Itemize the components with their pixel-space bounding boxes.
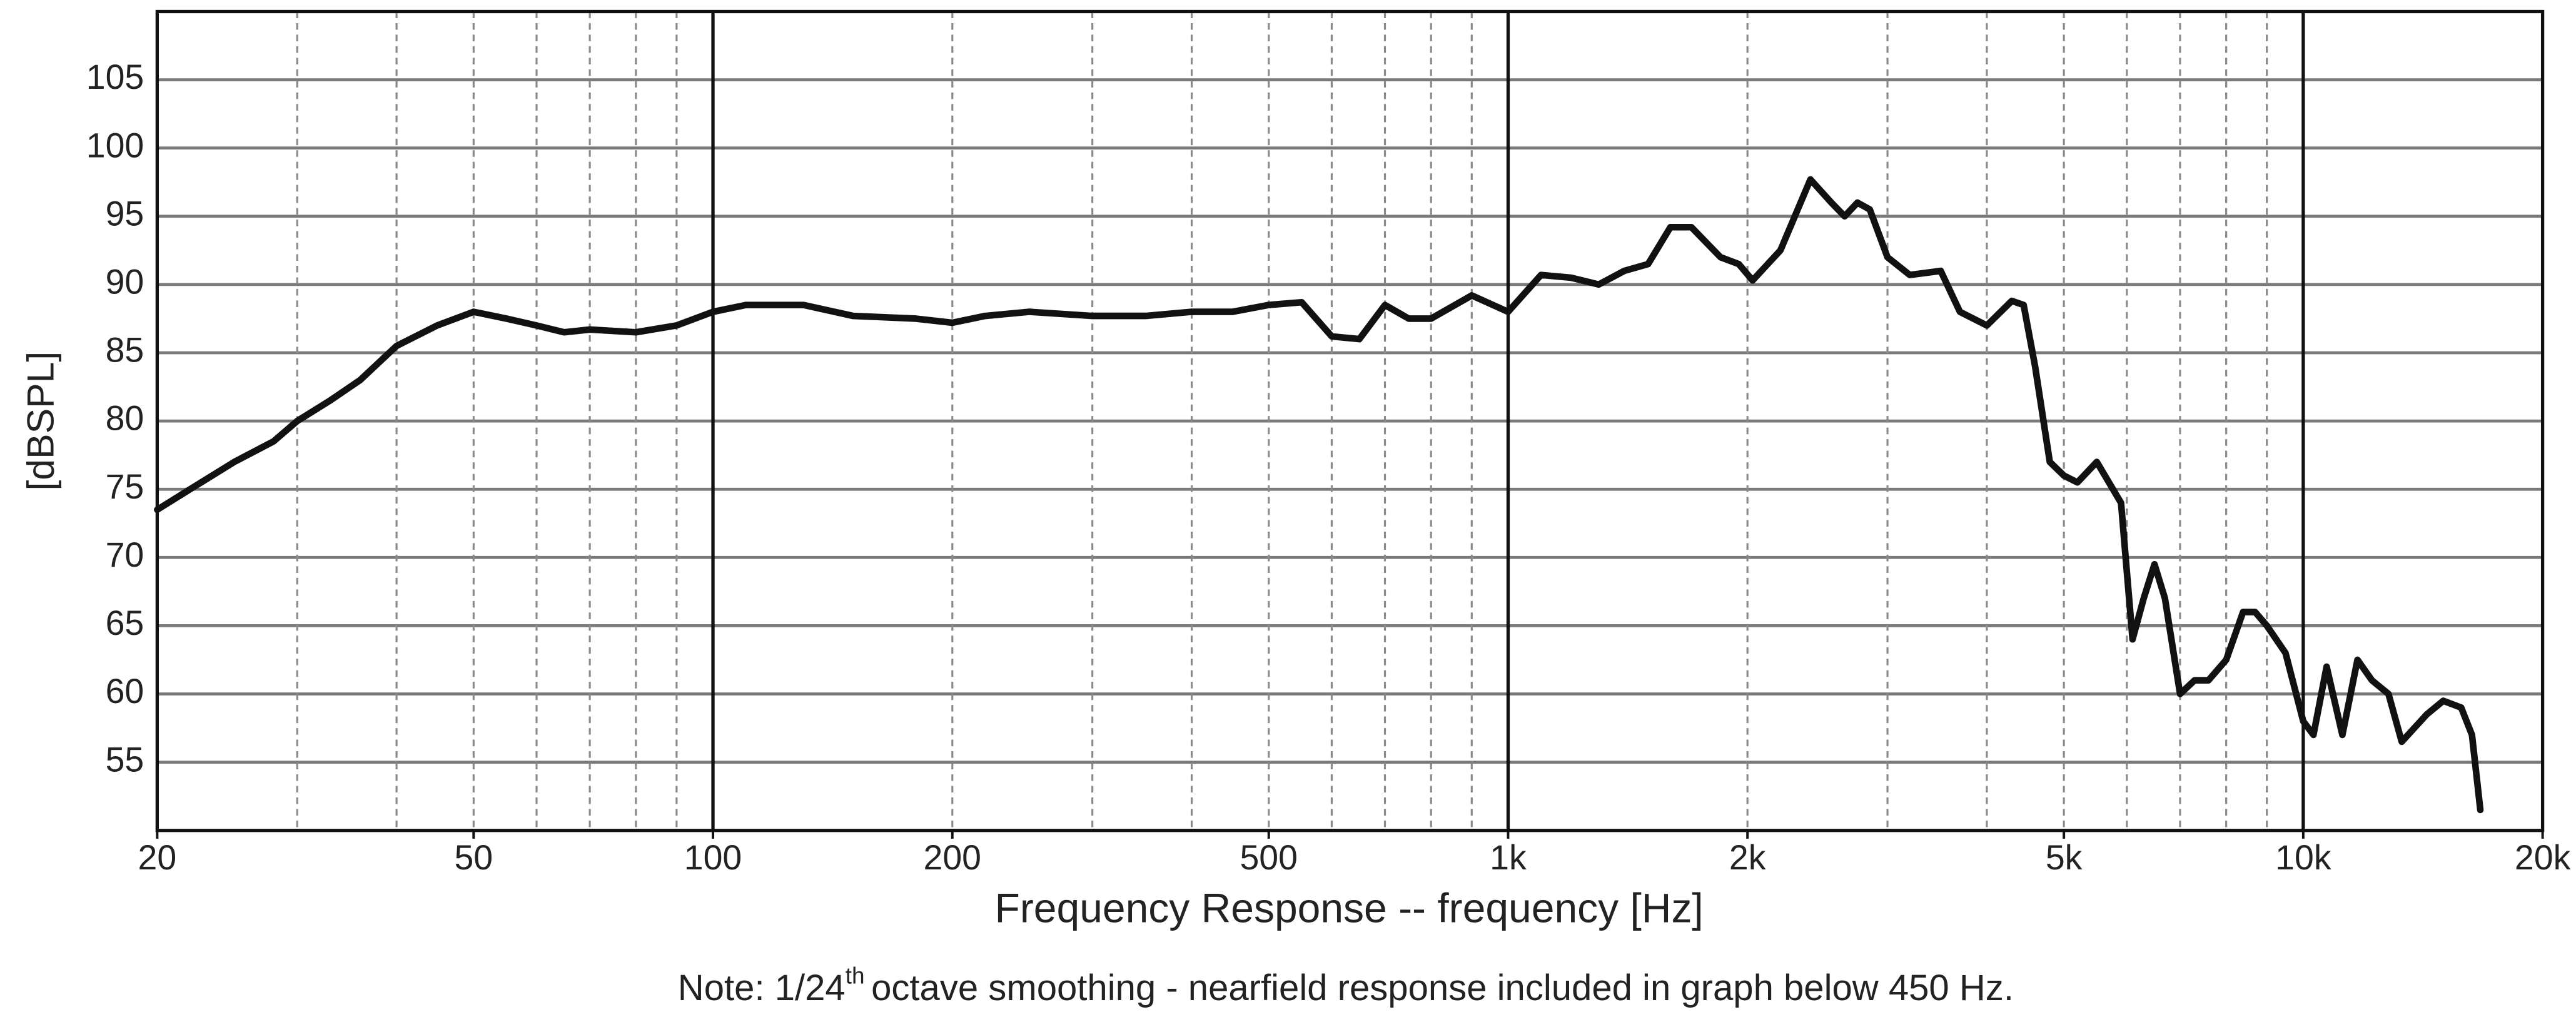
x-tick-label: 1k <box>1490 838 1527 877</box>
x-tick-label: 2k <box>1729 838 1766 877</box>
x-tick-label: 200 <box>924 838 981 877</box>
y-tick-label: 80 <box>106 399 144 438</box>
y-tick-label: 95 <box>106 194 144 233</box>
y-tick-label: 105 <box>86 58 144 96</box>
note-suffix: octave smoothing - nearfield response in… <box>871 968 2014 1008</box>
plot-frame <box>155 9 2545 832</box>
x-tick-label: 50 <box>454 838 493 877</box>
y-tick-label: 70 <box>106 535 144 574</box>
x-tick-label: 20 <box>138 838 177 877</box>
x-tick-label: 10k <box>2275 838 2331 877</box>
y-tick-label: 90 <box>106 263 144 301</box>
y-tick-label: 75 <box>106 467 144 506</box>
response-line <box>154 176 2484 814</box>
x-tick-label: 100 <box>684 838 742 877</box>
y-tick-label: 100 <box>86 126 144 164</box>
y-tick-label: 85 <box>106 331 144 370</box>
y-tick-label: 55 <box>106 740 144 779</box>
y-tick-label: 60 <box>106 672 144 711</box>
x-tick-label: 500 <box>1240 838 1297 877</box>
note: Note: 1/24th octave smoothing - nearfield… <box>678 963 2014 1008</box>
note-prefix: Note: 1/24 <box>678 968 846 1008</box>
x-tick-label: 5k <box>2046 838 2083 877</box>
y-tick-label: 65 <box>106 604 144 642</box>
y-axis-label: [dBSPL] <box>19 352 61 491</box>
x-axis-label: Frequency Response -- frequency [Hz] <box>995 885 1704 931</box>
x-tick-label: 20k <box>2515 838 2571 877</box>
note-superscript: th <box>846 963 865 988</box>
